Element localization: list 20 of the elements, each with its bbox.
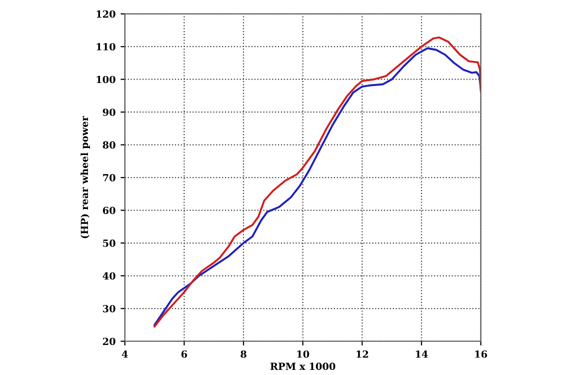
y-tick-label: 20 [102, 338, 116, 346]
y-tick-label: 60 [102, 206, 116, 214]
y-tick-label: 70 [103, 174, 116, 182]
x-tick-label: 6 [181, 350, 188, 358]
x-tick-label: 4 [122, 350, 128, 358]
x-tick-label: 12 [356, 350, 368, 358]
y-tick-label: 120 [96, 10, 116, 18]
y-tick-label: 40 [102, 272, 116, 280]
x-tick-label: 8 [240, 350, 246, 358]
y-tick-label: 90 [102, 108, 116, 116]
x-axis-title: RPM x 1000 [270, 362, 336, 370]
y-tick-label: 100 [96, 76, 116, 84]
y-tick-label: 110 [96, 43, 116, 50]
x-tick-label: 14 [416, 350, 428, 358]
x-tick-label: 16 [475, 350, 488, 358]
y-tick-label: 30 [102, 304, 116, 312]
x-tick-label: 10 [297, 350, 310, 358]
y-tick-label: 50 [103, 240, 116, 247]
y-axis-title: (HP) rear wheel power [80, 116, 90, 238]
y-tick-label: 80 [102, 141, 116, 149]
